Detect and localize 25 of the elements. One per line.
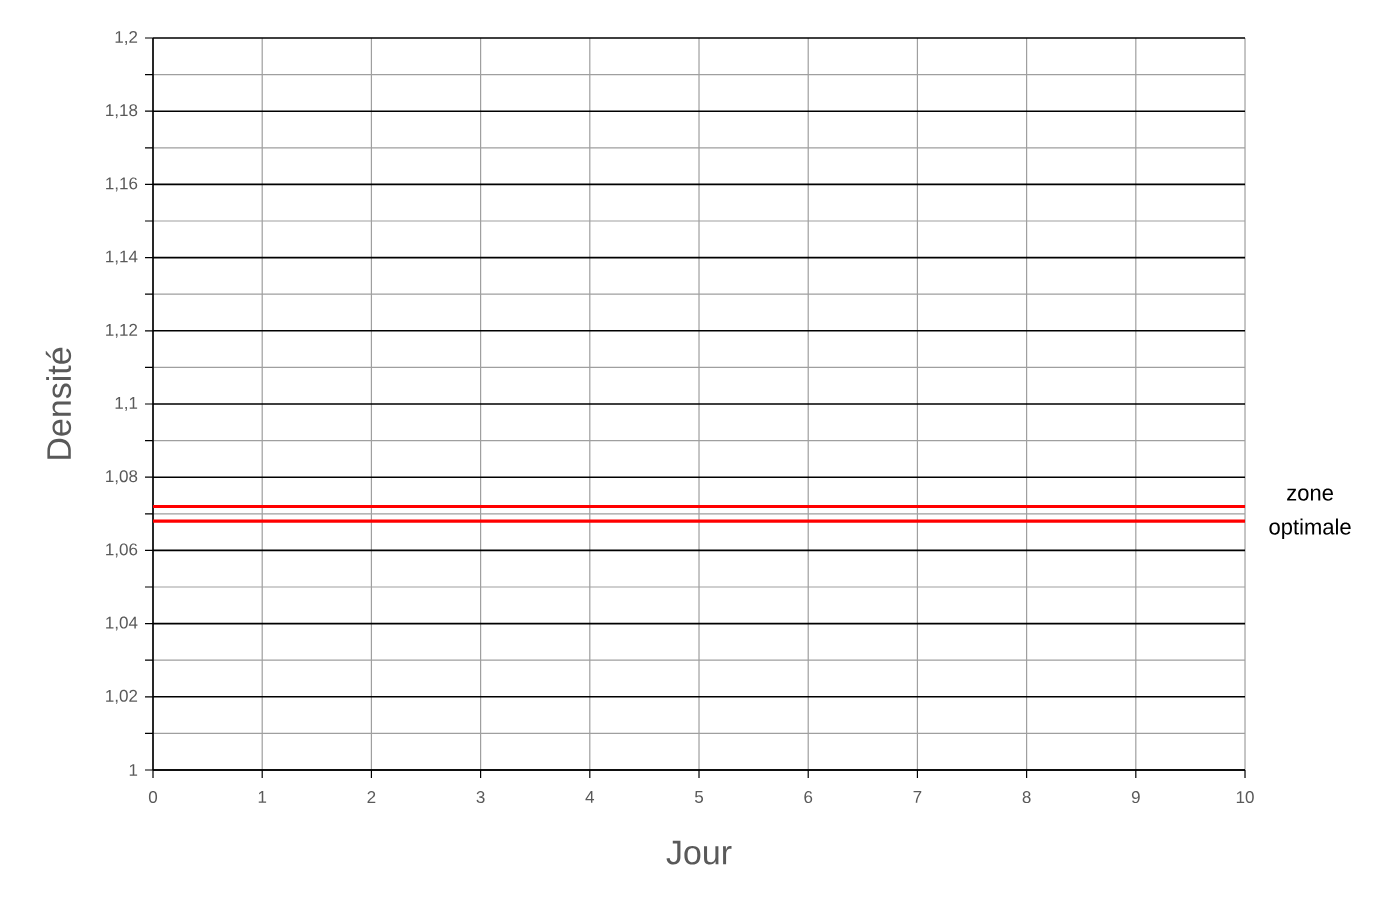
y-tick-label: 1,1 — [115, 397, 138, 411]
y-tick-label: 1,18 — [106, 104, 138, 119]
x-tick-label: 3 — [476, 791, 485, 804]
x-tick-label: 5 — [694, 791, 704, 803]
x-tick-label: 1 — [258, 791, 267, 803]
y-tick-label: 1,06 — [106, 543, 138, 558]
y-tick-label: 1,2 — [115, 30, 138, 46]
y-tick-label: 1,04 — [106, 616, 138, 631]
y-tick-label: 1,16 — [106, 177, 138, 192]
x-axis-title: Jour — [666, 840, 732, 865]
y-tick-label: 1,14 — [106, 250, 138, 265]
y-tick-label: 1,12 — [106, 323, 138, 338]
x-tick-label: 7 — [913, 791, 922, 803]
text: zone optimale — [1269, 488, 1351, 539]
y-tick-label: 1 — [129, 764, 138, 776]
x-tick-label: 9 — [1131, 791, 1140, 804]
x-tick-label: 0 — [148, 791, 158, 804]
x-tick-label: 4 — [585, 791, 595, 803]
y-axis-title: Densité — [45, 347, 72, 459]
x-tick-label: 6 — [804, 791, 813, 804]
x-tick-label: 2 — [367, 791, 376, 803]
y-tick-label: 1,08 — [106, 470, 138, 485]
x-tick-label: 10 — [1236, 791, 1254, 804]
y-tick-label: 1,02 — [106, 689, 138, 704]
x-tick-label: 8 — [1022, 791, 1031, 804]
